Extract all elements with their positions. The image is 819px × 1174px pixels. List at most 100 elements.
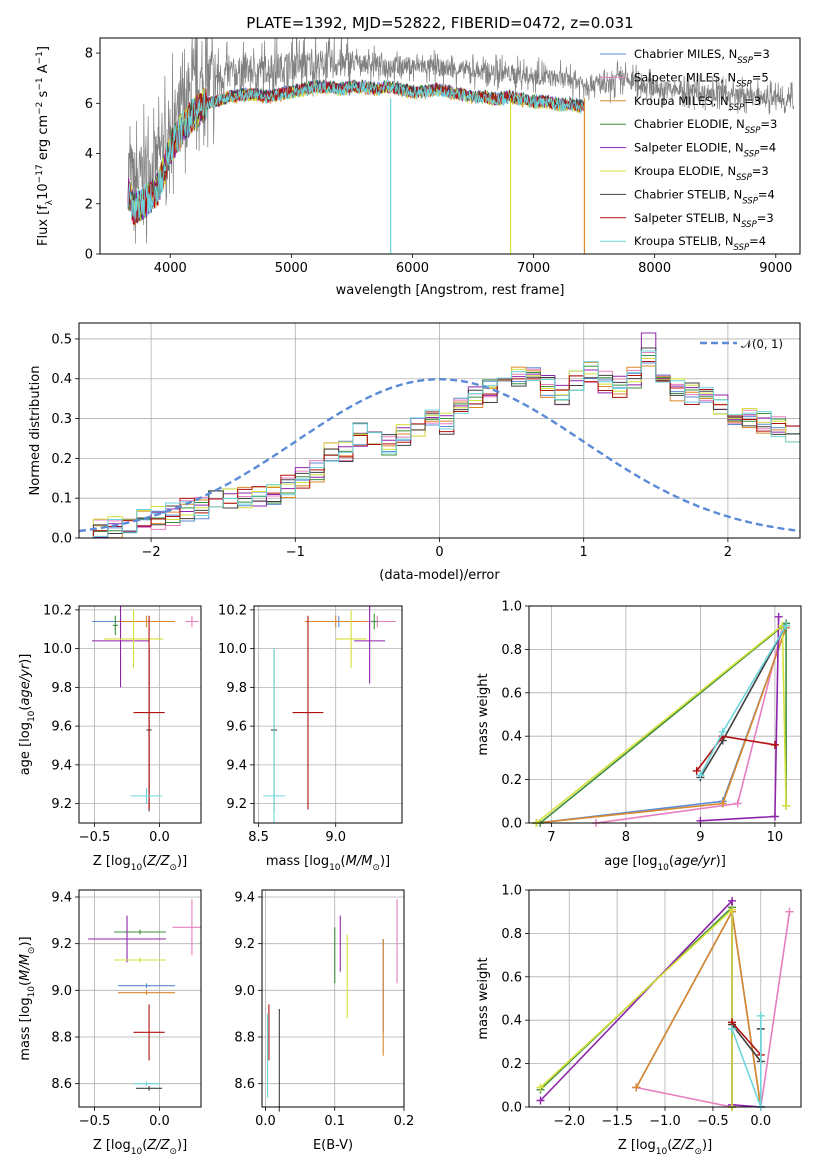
y-tick-label: 0.5 xyxy=(51,332,72,347)
axes-frame xyxy=(528,605,802,824)
legend-label: Chabrier MILES, N xyxy=(634,47,737,61)
x-tick-label: 8000 xyxy=(638,261,671,276)
x-tick-label: 8 xyxy=(622,830,630,845)
x-tick-label: 0.0 xyxy=(750,1114,771,1129)
axis-label-part: Z [log xyxy=(93,854,131,869)
legend-label: Chabrier ELODIE, N xyxy=(634,117,745,131)
axis-label-part: 10 xyxy=(36,183,51,200)
x-tick-label: 4000 xyxy=(154,261,187,276)
x-tick-label: 7000 xyxy=(517,261,550,276)
weight-line xyxy=(595,627,784,823)
axis-label-part: s xyxy=(36,90,51,101)
y-tick-label: 0.8 xyxy=(501,927,522,942)
y-tick-label: 9.6 xyxy=(51,720,72,735)
axis-label-part: )] xyxy=(177,854,187,869)
y-tick-label: 1.0 xyxy=(501,884,522,899)
axis-label-part: age/yr xyxy=(18,662,33,705)
axis-label-part: ( xyxy=(142,1138,147,1153)
legend-sub: SSP xyxy=(729,103,745,113)
y-tick-label: 8.8 xyxy=(51,1031,72,1046)
legend-sub: SSP xyxy=(744,150,760,160)
y-tick-label: 8 xyxy=(85,47,93,62)
axis-label: Z [log10(Z/Z⊙)] xyxy=(93,1138,187,1157)
axis-label-part: 10 xyxy=(329,863,341,873)
weight-marker xyxy=(770,812,779,821)
axis-label-part: Z/Z xyxy=(146,854,170,869)
axis-label-part: −2 xyxy=(35,102,45,115)
y-tick-label: 10.0 xyxy=(43,642,72,657)
legend-entry: 𝒩(0, 1) xyxy=(741,337,783,351)
legend-entry: Salpeter ELODIE, NSSP=4 xyxy=(634,141,776,160)
axis-label-part: mass [log xyxy=(18,997,33,1060)
weight-marker xyxy=(774,612,783,621)
weight-line xyxy=(700,616,780,822)
axis-label-part: mass [log xyxy=(266,854,329,869)
axis-label-part: age/yr xyxy=(674,854,717,869)
panel-7: −2.0 −1.5 −1.0 −0.5 0.0 0.0 0.2 0.4 0.6 0.8 1.0 Z [… xyxy=(476,884,802,1157)
y-tick-label: 0.8 xyxy=(501,643,522,658)
legend-label: Kroupa STELIB, N xyxy=(634,234,734,248)
axis-label: age [log10(age/yr)] xyxy=(18,654,37,776)
weight-marker xyxy=(718,727,727,736)
histogram-step xyxy=(79,332,800,538)
y-tick-label: 0.3 xyxy=(51,412,72,427)
y-tick-label: 0.0 xyxy=(51,532,72,547)
weight-line xyxy=(731,1021,762,1056)
y-tick-label: 0 xyxy=(85,248,93,263)
legend-sub: SSP xyxy=(736,173,752,183)
panel-3: 8.5 9.0 9.2 9.4 9.6 9.8 10.0 10.2 mass [log10(M/… xyxy=(218,603,403,873)
y-tick-label: 0.2 xyxy=(51,452,72,467)
y-tick-label: 0.4 xyxy=(501,730,522,745)
weight-line xyxy=(539,621,787,823)
x-tick-label: −1 xyxy=(286,545,305,560)
axes-frame xyxy=(253,605,403,824)
weight-marker xyxy=(782,621,791,630)
legend-sub: SSP xyxy=(745,126,761,136)
axis-label-part: ⊙ xyxy=(27,947,37,955)
axis-label: age [log10(age/yr)] xyxy=(604,854,726,873)
weight-marker xyxy=(696,816,705,825)
weight-marker xyxy=(536,1096,545,1105)
axis-label-part: ⊙ xyxy=(694,1147,702,1157)
x-tick-label: 0.1 xyxy=(324,1114,345,1129)
y-tick-label: 9.4 xyxy=(226,758,247,773)
axis-label-part: )] xyxy=(18,936,33,946)
y-tick-label: 0.0 xyxy=(501,1101,522,1116)
y-tick-label: 9.0 xyxy=(51,984,72,999)
weight-line xyxy=(731,1015,762,1107)
y-tick-label: 10.2 xyxy=(43,603,72,618)
x-tick-label: 5000 xyxy=(275,261,308,276)
legend-sub: SSP xyxy=(741,220,757,230)
axis-label-part: M/M xyxy=(346,854,373,869)
weight-marker xyxy=(733,799,742,808)
y-tick-label: 0.4 xyxy=(51,372,72,387)
axis-label-part: age [log xyxy=(18,722,33,775)
panel-6: 0.0 0.1 0.2 8.6 8.8 9.0 9.2 9.4 E(B-V) xyxy=(234,889,414,1153)
data-spectrum-line xyxy=(127,38,795,244)
y-tick-label: 0.1 xyxy=(51,492,72,507)
axes-frame xyxy=(78,605,202,824)
y-tick-label: 0.0 xyxy=(501,817,522,832)
axis-label: Z [log10(Z/Z⊙)] xyxy=(618,1138,712,1157)
weight-marker xyxy=(632,1083,641,1092)
axes-frame xyxy=(78,322,801,539)
legend-sub: SSP xyxy=(734,243,750,253)
weight-line xyxy=(636,911,791,1107)
axis-label-part: )] xyxy=(177,1138,187,1153)
panel-5: −0.5 0.08.68.89.09.29.4Z [log10(Z/Z⊙)]mas… xyxy=(18,889,202,1157)
axis-label-part: Z [log xyxy=(618,1138,656,1153)
axis-label-part: 10 xyxy=(27,710,37,722)
y-tick-label: 9.4 xyxy=(51,758,72,773)
y-tick-label: 2 xyxy=(85,197,93,212)
x-tick-label: 9 xyxy=(696,830,704,845)
axis-label-part: ( xyxy=(18,981,33,986)
x-tick-label: −0.5 xyxy=(79,1114,111,1129)
legend-entry: Chabrier MILES, NSSP=3 xyxy=(634,47,770,66)
histogram-step xyxy=(79,350,800,538)
model-spectrum-line xyxy=(127,81,585,220)
panel-2: −0.5 0.09.29.49.69.810.010.2Z [log10(Z/Z⊙… xyxy=(18,603,202,873)
legend-entry: Kroupa STELIB, NSSP=4 xyxy=(634,234,766,253)
x-tick-label: 10 xyxy=(767,830,784,845)
x-tick-label: −1.5 xyxy=(601,1114,633,1129)
